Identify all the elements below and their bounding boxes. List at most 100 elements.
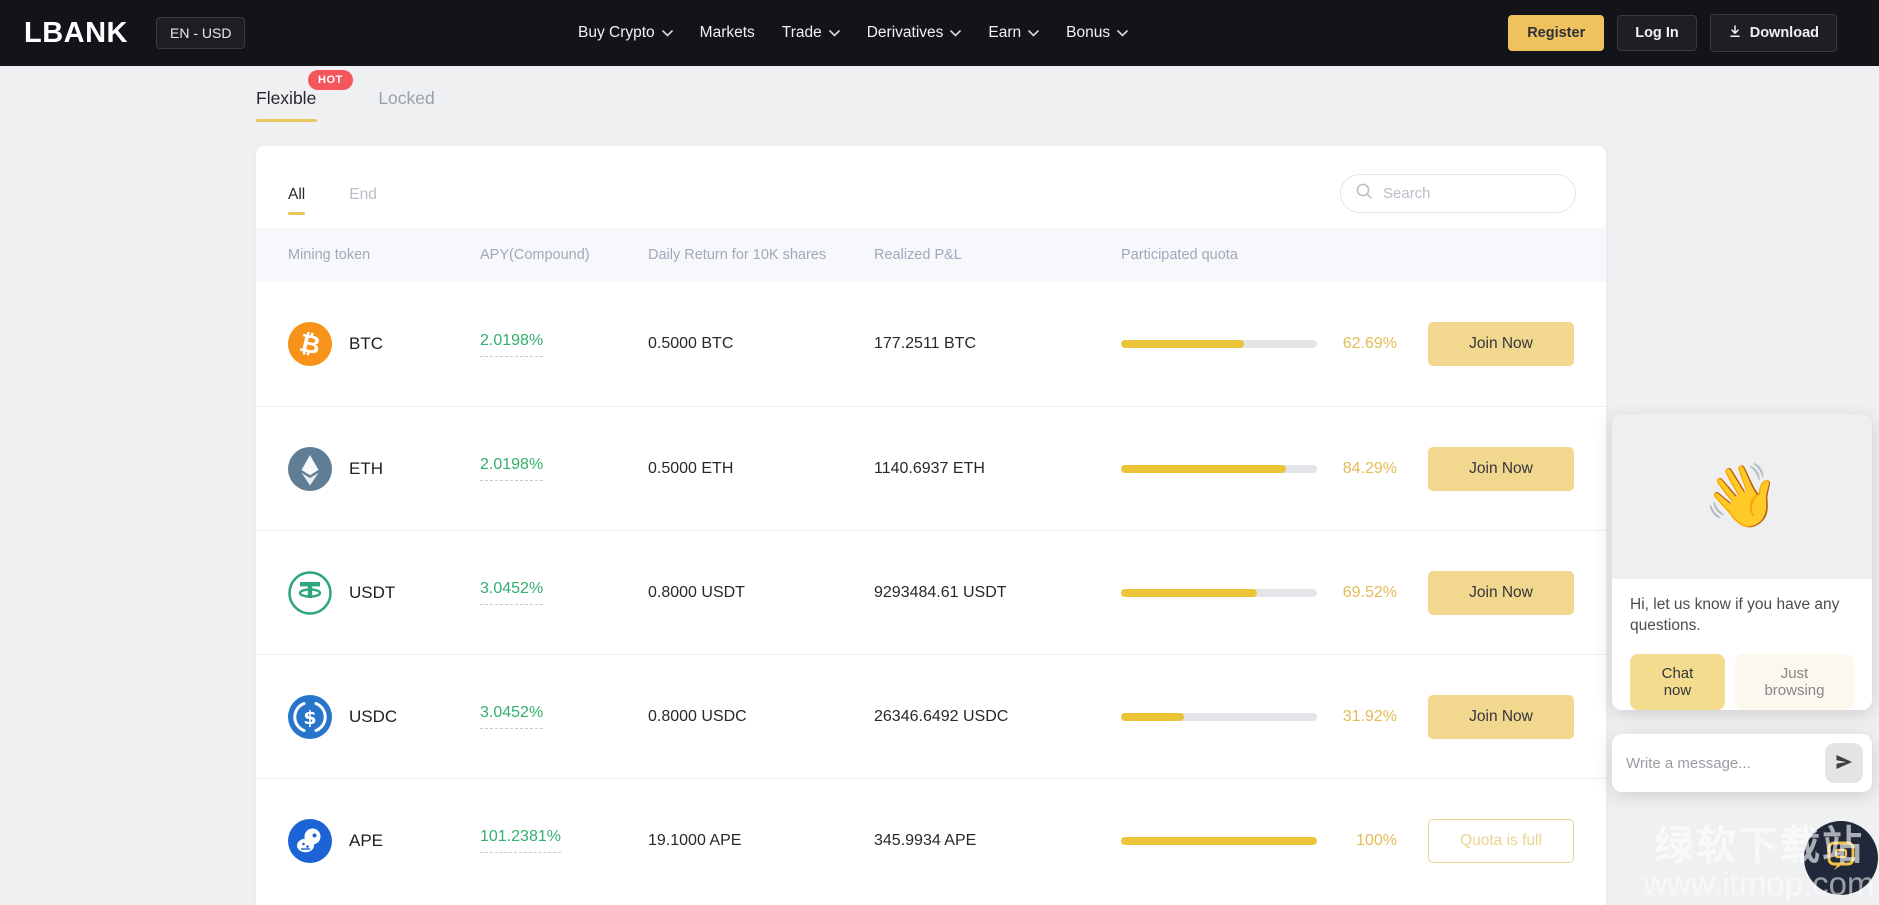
filter-tab-all[interactable]: All bbox=[288, 186, 306, 215]
chevron-down-icon bbox=[828, 29, 840, 37]
chat-widget: 👋 Hi, let us know if you have any questi… bbox=[1612, 414, 1872, 710]
quota-percent-label: 69.52% bbox=[1342, 583, 1397, 601]
search-box[interactable] bbox=[1340, 174, 1576, 213]
daily-return-value: 19.1000 APE bbox=[648, 831, 742, 849]
quota-progress-bar bbox=[1121, 836, 1317, 845]
realized-pnl-value: 1140.6937 ETH bbox=[874, 459, 985, 477]
token-cell: APE bbox=[288, 818, 480, 863]
coin-icon bbox=[288, 818, 332, 863]
token-cell: $ USDC bbox=[288, 694, 480, 739]
apy-value[interactable]: 3.0452% bbox=[480, 580, 544, 605]
locale-selector[interactable]: EN - USD bbox=[156, 17, 246, 49]
lbank-logo[interactable]: LBANK bbox=[24, 16, 128, 49]
tab-flexible[interactable]: Flexible HOT bbox=[256, 70, 353, 122]
nav-item-trade[interactable]: Trade bbox=[782, 24, 840, 42]
search-input[interactable] bbox=[1383, 185, 1553, 202]
quota-progress-fill bbox=[1121, 712, 1184, 721]
table-row: ₿ BTC 2.0198% 0.5000 BTC 177.2511 BTC 62… bbox=[256, 282, 1606, 406]
table-row: USDT 3.0452% 0.8000 USDT 9293484.61 USDT… bbox=[256, 530, 1606, 654]
earn-tabs: Flexible HOT Locked bbox=[256, 70, 435, 122]
quota-cell: 31.92% bbox=[1121, 708, 1411, 726]
search-icon bbox=[1355, 182, 1373, 205]
customer-service-icon bbox=[1822, 837, 1860, 880]
download-icon bbox=[1728, 24, 1742, 42]
token-name: APE bbox=[349, 830, 384, 850]
tab-locked[interactable]: Locked bbox=[378, 88, 434, 109]
chevron-down-icon bbox=[1028, 29, 1039, 37]
nav-item-label: Bonus bbox=[1066, 24, 1111, 41]
quota-progress-fill bbox=[1121, 836, 1317, 845]
nav-item-earn[interactable]: Earn bbox=[988, 24, 1039, 42]
chevron-down-icon bbox=[661, 29, 673, 37]
quota-progress-fill bbox=[1121, 340, 1244, 348]
quota-cell: 62.69% bbox=[1121, 335, 1411, 353]
header-apy: APY(Compound) bbox=[480, 247, 590, 263]
daily-return-value: 0.8000 USDC bbox=[648, 707, 747, 725]
quota-progress-fill bbox=[1121, 588, 1258, 597]
coin-icon bbox=[288, 446, 332, 491]
chat-body: Hi, let us know if you have any question… bbox=[1612, 579, 1872, 710]
daily-return-value: 0.5000 BTC bbox=[648, 335, 734, 352]
download-button[interactable]: Download bbox=[1709, 14, 1837, 52]
chat-launcher-button[interactable] bbox=[1804, 821, 1878, 895]
apy-value[interactable]: 2.0198% bbox=[480, 456, 544, 481]
nav-item-label: Derivatives bbox=[866, 24, 944, 41]
tab-flexible-label: Flexible bbox=[256, 88, 317, 108]
nav-item-label: Trade bbox=[781, 24, 822, 41]
apy-value[interactable]: 101.2381% bbox=[480, 828, 561, 853]
token-name: USDC bbox=[349, 706, 398, 726]
send-icon bbox=[1834, 752, 1854, 775]
quota-progress-fill bbox=[1121, 464, 1287, 473]
daily-return-value: 0.8000 USDT bbox=[648, 583, 745, 601]
header-participated-quota: Participated quota bbox=[1121, 247, 1238, 263]
realized-pnl-value: 9293484.61 USDT bbox=[874, 583, 1007, 601]
quota-progress-bar bbox=[1121, 340, 1317, 348]
token-name: BTC bbox=[349, 334, 383, 353]
filter-bar: All End bbox=[256, 146, 1606, 228]
apy-value[interactable]: 3.0452% bbox=[480, 704, 544, 729]
filter-tab-end[interactable]: End bbox=[349, 186, 377, 203]
quota-cell: 84.29% bbox=[1121, 460, 1411, 478]
coin-icon bbox=[288, 570, 332, 615]
status-filter-tabs: All End bbox=[288, 178, 1574, 215]
daily-return-value: 0.5000 ETH bbox=[648, 459, 734, 477]
svg-text:$: $ bbox=[303, 707, 316, 729]
join-now-button[interactable]: Join Now bbox=[1428, 694, 1574, 739]
token-name: USDT bbox=[349, 582, 396, 602]
nav-auth-group: Register Log In Download bbox=[1508, 14, 1837, 52]
token-cell: ₿ BTC bbox=[288, 322, 480, 366]
quota-progress-bar bbox=[1121, 712, 1317, 721]
login-button[interactable]: Log In bbox=[1617, 15, 1697, 51]
nav-item-bonus[interactable]: Bonus bbox=[1066, 24, 1128, 42]
hot-badge: HOT bbox=[308, 70, 353, 90]
chat-greeting: Hi, let us know if you have any question… bbox=[1630, 596, 1840, 634]
table-row: APE 101.2381% 19.1000 APE 345.9934 APE 1… bbox=[256, 778, 1606, 902]
nav-menu: Buy Crypto Markets Trade Derivatives Ear… bbox=[578, 24, 1128, 42]
join-now-button[interactable]: Join Now bbox=[1428, 570, 1574, 615]
send-message-button[interactable] bbox=[1825, 743, 1863, 783]
nav-item-buy-crypto[interactable]: Buy Crypto bbox=[578, 24, 673, 42]
realized-pnl-value: 345.9934 APE bbox=[874, 831, 977, 849]
quota-percent-label: 31.92% bbox=[1342, 707, 1397, 725]
chevron-down-icon bbox=[950, 29, 962, 37]
join-now-button[interactable]: Join Now bbox=[1428, 446, 1574, 491]
chat-input-card bbox=[1612, 734, 1872, 792]
quota-progress-bar bbox=[1121, 464, 1317, 473]
nav-item-label: Buy Crypto bbox=[578, 24, 655, 41]
download-label: Download bbox=[1749, 25, 1819, 41]
nav-item-markets[interactable]: Markets bbox=[700, 24, 755, 42]
apy-value[interactable]: 2.0198% bbox=[480, 332, 544, 357]
nav-item-derivatives[interactable]: Derivatives bbox=[867, 24, 962, 42]
quota-percent-label: 62.69% bbox=[1342, 335, 1397, 352]
just-browsing-button[interactable]: Just browsing bbox=[1734, 653, 1854, 710]
mining-products-card: All End Mining token APY(Compound) Daily… bbox=[256, 146, 1606, 905]
chat-message-input[interactable] bbox=[1626, 754, 1825, 772]
chat-now-button[interactable]: Chat now bbox=[1630, 653, 1725, 710]
join-now-button[interactable]: Quota is full bbox=[1428, 818, 1574, 863]
table-row: $ USDC 3.0452% 0.8000 USDC 26346.6492 US… bbox=[256, 654, 1606, 778]
token-name: ETH bbox=[349, 458, 383, 478]
register-button[interactable]: Register bbox=[1508, 15, 1605, 51]
join-now-button[interactable]: Join Now bbox=[1428, 322, 1574, 366]
token-cell: USDT bbox=[288, 570, 480, 615]
realized-pnl-value: 26346.6492 USDC bbox=[874, 707, 1009, 725]
